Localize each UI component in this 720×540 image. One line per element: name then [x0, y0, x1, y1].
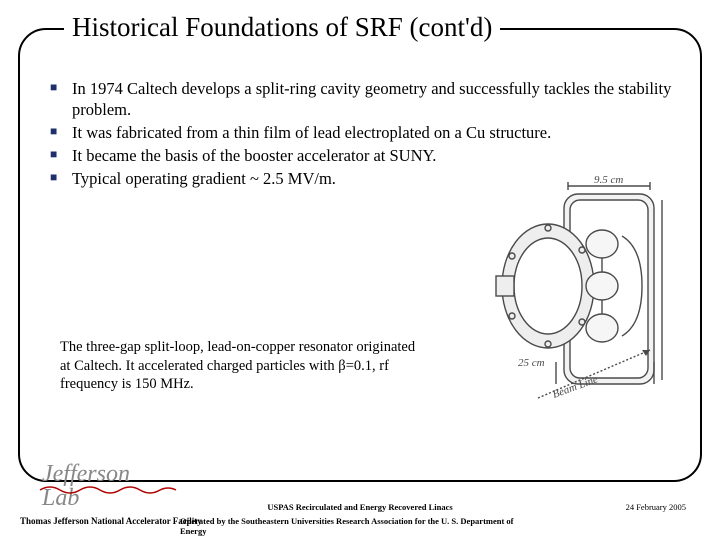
- footer-center-1: USPAS Recirculated and Energy Recovered …: [267, 502, 452, 512]
- bullet-text: It became the basis of the booster accel…: [72, 146, 436, 165]
- list-item: It became the basis of the booster accel…: [50, 145, 680, 166]
- footer-right: 24 February 2005: [626, 502, 686, 512]
- footer-left: Thomas Jefferson National Accelerator Fa…: [20, 516, 202, 526]
- figure-caption: The three-gap split-loop, lead-on-copper…: [60, 338, 420, 394]
- bullet-text: Typical operating gradient ~ 2.5 MV/m.: [72, 169, 336, 188]
- bullet-text: It was fabricated from a thin film of le…: [72, 123, 551, 142]
- bullet-text: In 1974 Caltech develops a split-ring ca…: [72, 79, 671, 119]
- list-item: It was fabricated from a thin film of le…: [50, 122, 680, 143]
- title-container: Historical Foundations of SRF (cont'd): [64, 12, 500, 43]
- footer-center-2: Operated by the Southeastern Universitie…: [180, 516, 540, 536]
- page-title: Historical Foundations of SRF (cont'd): [72, 12, 492, 43]
- list-item: In 1974 Caltech develops a split-ring ca…: [50, 78, 680, 120]
- content-area: In 1974 Caltech develops a split-ring ca…: [50, 78, 680, 192]
- list-item: Typical operating gradient ~ 2.5 MV/m.: [50, 168, 680, 189]
- footer: Thomas Jefferson National Accelerator Fa…: [0, 486, 720, 532]
- bullet-list: In 1974 Caltech develops a split-ring ca…: [50, 78, 680, 190]
